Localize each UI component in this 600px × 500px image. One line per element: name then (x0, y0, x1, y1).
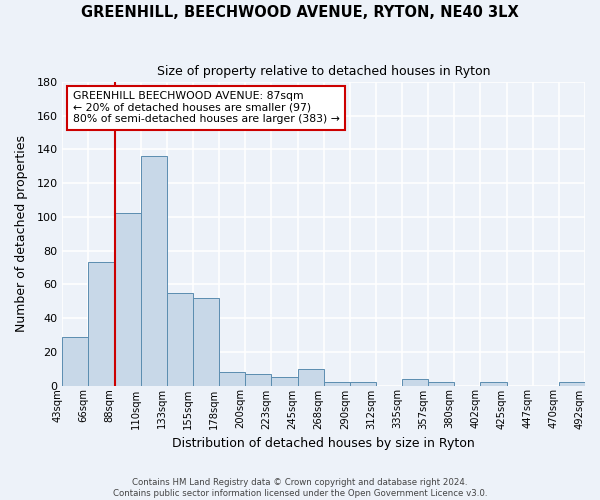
Bar (219, 372, 245, 386)
Bar (115, 214, 141, 386)
Text: GREENHILL BEECHWOOD AVENUE: 87sqm
← 20% of detached houses are smaller (97)
80% : GREENHILL BEECHWOOD AVENUE: 87sqm ← 20% … (73, 91, 340, 124)
Text: Contains HM Land Registry data © Crown copyright and database right 2024.
Contai: Contains HM Land Registry data © Crown c… (113, 478, 487, 498)
X-axis label: Distribution of detached houses by size in Ryton: Distribution of detached houses by size … (172, 437, 475, 450)
Bar (298, 368, 323, 386)
Bar (167, 293, 193, 386)
Bar (402, 379, 428, 386)
Bar (323, 382, 350, 386)
Bar (193, 298, 219, 386)
Bar (559, 382, 585, 386)
Y-axis label: Number of detached properties: Number of detached properties (15, 135, 28, 332)
Text: GREENHILL, BEECHWOOD AVENUE, RYTON, NE40 3LX: GREENHILL, BEECHWOOD AVENUE, RYTON, NE40… (81, 5, 519, 20)
Bar (88, 262, 115, 386)
Title: Size of property relative to detached houses in Ryton: Size of property relative to detached ho… (157, 65, 490, 78)
Bar (428, 382, 454, 386)
Bar (271, 377, 298, 386)
Bar (141, 156, 167, 386)
Bar (245, 374, 271, 386)
Bar (62, 336, 88, 386)
Bar (481, 382, 506, 386)
Bar (350, 382, 376, 386)
